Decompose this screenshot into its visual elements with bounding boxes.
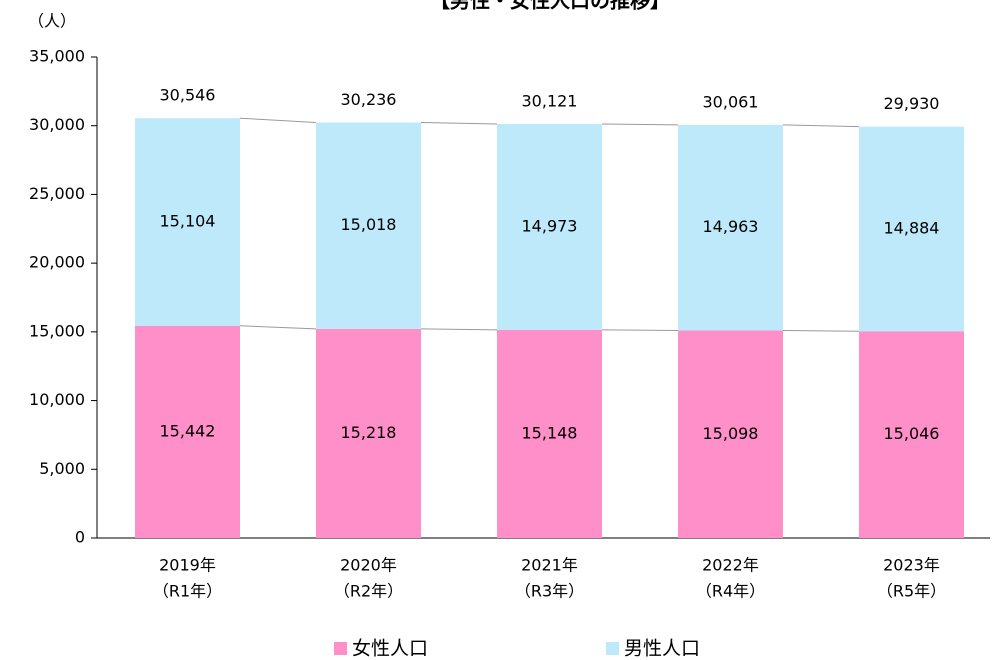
x-tick-sublabel: （R2年） [334,582,403,601]
x-tick-label: 2020年 [340,556,397,575]
value-label: 15,104 [160,211,216,230]
value-label: 15,046 [884,424,940,443]
x-tick-sublabel: （R5年） [877,582,946,601]
bar-segment [316,328,421,538]
x-tick-label: 2023年 [883,556,940,575]
y-tick-label: 20,000 [29,253,85,272]
y-tick-label: 5,000 [39,459,85,478]
bar-segment [859,331,964,538]
series-line [420,328,498,331]
x-tick-sublabel: （R1年） [153,582,222,601]
bar-segment [497,124,602,330]
bar-segment [497,329,602,538]
value-label: 14,973 [522,216,578,235]
x-tick-label: 2021年 [521,556,578,575]
bar-segment [859,126,964,332]
series-line [782,124,860,128]
bar-segment [678,124,783,331]
y-tick-label: 35,000 [29,47,85,66]
chart-title: 【男性・女性人口の推移】 [430,0,670,13]
x-tick-sublabel: （R4年） [696,582,765,601]
value-label: 14,963 [703,217,759,236]
value-label: 14,884 [884,218,940,237]
y-tick-label: 30,000 [29,115,85,134]
series-line [239,117,317,123]
y-tick-label: 0 [75,528,85,547]
y-tick-label: 10,000 [29,390,85,409]
total-label: 30,236 [341,90,397,109]
series-line [601,123,679,126]
y-tick-label: 25,000 [29,184,85,203]
y-unit: （人） [28,12,76,31]
value-label: 15,148 [522,423,578,442]
total-label: 30,121 [522,92,578,111]
total-label: 30,061 [703,92,759,111]
series-line [420,121,498,125]
x-tick-sublabel: （R3年） [515,582,584,601]
value-label: 15,218 [341,423,397,442]
series-line [239,325,317,330]
value-label: 15,098 [703,424,759,443]
total-label: 29,930 [884,94,940,113]
bar-segment [135,325,240,538]
legend-swatch [606,642,619,655]
bar-segment [316,122,421,329]
y-tick-label: 15,000 [29,321,85,340]
legend-label: 男性人口 [624,638,700,660]
value-label: 15,018 [341,215,397,234]
total-label: 30,546 [160,86,216,105]
series-line [601,329,679,332]
bar-segment [678,330,783,538]
legend-label: 女性人口 [352,638,428,660]
value-label: 15,442 [160,421,216,440]
legend-swatch [334,642,347,655]
x-tick-label: 2019年 [159,556,216,575]
series-line [782,330,860,332]
x-tick-label: 2022年 [702,556,759,575]
bar-segment [135,118,240,326]
